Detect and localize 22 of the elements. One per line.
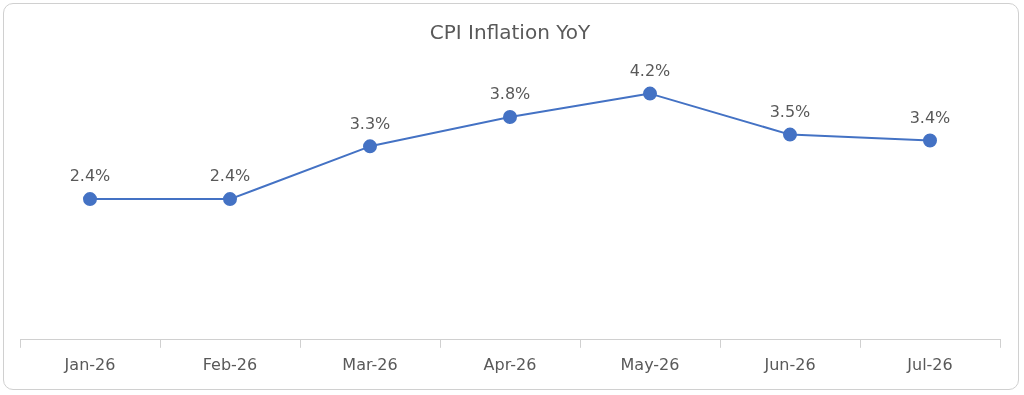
x-tick-label: Jul-26: [906, 354, 953, 374]
point: [783, 127, 797, 142]
point: [363, 139, 377, 154]
point: [223, 192, 237, 207]
data-label: 3.5%: [769, 101, 811, 121]
data-label: 2.4%: [69, 166, 111, 186]
point: [923, 133, 937, 148]
data-label: 3.8%: [489, 84, 531, 104]
chart-title: CPI Inflation YoY: [429, 20, 591, 45]
x-tick-label: Mar-26: [342, 354, 398, 374]
point: [503, 110, 517, 125]
data-label: 2.4%: [209, 166, 251, 186]
x-tick-label: Jan-26: [63, 354, 116, 374]
point: [643, 86, 657, 101]
x-tick-label: Feb-26: [202, 354, 258, 374]
x-tick-label: Apr-26: [483, 354, 537, 374]
x-tick-label: May-26: [620, 354, 680, 374]
x-tick-label: Jun-26: [763, 354, 816, 374]
data-label: 3.3%: [349, 113, 391, 133]
data-label: 3.4%: [909, 107, 951, 127]
data-label: 4.2%: [629, 60, 671, 80]
point: [83, 192, 97, 207]
